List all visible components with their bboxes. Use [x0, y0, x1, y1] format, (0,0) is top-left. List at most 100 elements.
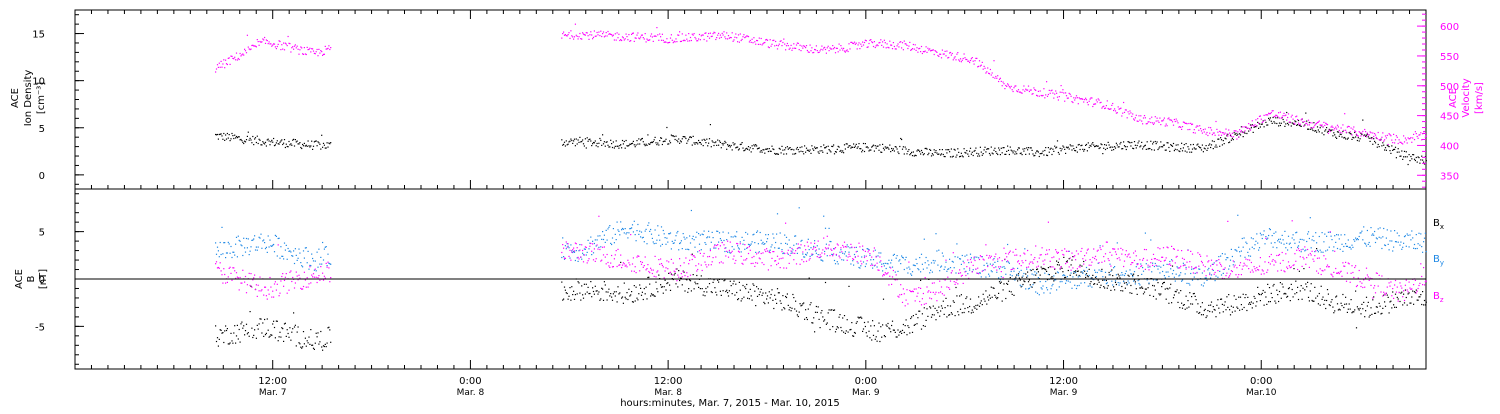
data-point — [864, 39, 866, 41]
data-point — [696, 142, 698, 144]
data-point — [286, 292, 288, 294]
data-point — [959, 258, 962, 260]
data-point — [1298, 123, 1300, 126]
data-point — [567, 34, 569, 36]
data-point — [1280, 242, 1282, 244]
data-point — [1295, 232, 1297, 234]
data-point — [765, 39, 767, 41]
data-point — [1307, 119, 1310, 121]
data-point — [306, 262, 308, 264]
data-point — [319, 279, 321, 281]
data-point — [1143, 115, 1146, 117]
data-point — [653, 35, 655, 37]
data-point — [262, 240, 264, 242]
data-point — [1276, 122, 1278, 125]
data-point — [1173, 118, 1175, 121]
data-point — [314, 260, 316, 262]
data-point — [231, 55, 233, 57]
data-point — [1179, 307, 1181, 309]
data-point — [1038, 257, 1040, 259]
data-point — [1104, 287, 1106, 289]
data-point — [915, 258, 917, 260]
data-point — [1121, 285, 1123, 288]
data-point — [711, 291, 713, 294]
data-point — [805, 309, 807, 311]
data-point — [1086, 270, 1088, 272]
data-point — [806, 252, 808, 254]
data-point — [1011, 268, 1013, 270]
data-point — [1347, 239, 1349, 241]
data-point — [1082, 148, 1084, 150]
data-point — [573, 247, 575, 249]
data-point — [1381, 312, 1383, 314]
data-point — [603, 281, 605, 283]
data-point — [792, 293, 794, 296]
data-point — [966, 296, 968, 298]
data-point — [592, 141, 595, 144]
data-point — [751, 145, 753, 147]
data-point — [1098, 269, 1100, 271]
data-point — [1243, 306, 1245, 309]
data-point — [1364, 128, 1366, 131]
data-point — [792, 153, 794, 155]
data-point — [249, 49, 251, 51]
data-point — [925, 147, 927, 149]
data-point — [791, 49, 793, 51]
data-point — [1296, 231, 1298, 233]
data-point — [633, 144, 635, 146]
data-point — [802, 303, 804, 305]
data-point — [883, 149, 885, 151]
data-point — [650, 33, 653, 35]
data-point — [1024, 248, 1026, 250]
data-point — [796, 248, 798, 250]
data-point — [1068, 250, 1070, 252]
data-point — [1287, 288, 1290, 290]
data-point — [1341, 243, 1343, 245]
data-point — [1116, 144, 1118, 146]
data-point — [687, 276, 689, 278]
data-point — [1342, 293, 1344, 296]
data-point — [721, 242, 723, 244]
data-point — [648, 143, 650, 145]
data-point — [1365, 243, 1367, 245]
data-point — [284, 276, 286, 278]
data-point — [293, 312, 295, 314]
data-point — [1175, 291, 1177, 293]
data-point — [1229, 132, 1231, 134]
data-point — [592, 38, 594, 40]
data-point — [1295, 121, 1297, 123]
data-point — [218, 267, 220, 269]
data-point — [624, 228, 626, 230]
data-point — [736, 231, 738, 233]
data-point — [1285, 123, 1287, 125]
data-point — [1292, 123, 1294, 125]
data-point — [223, 268, 225, 270]
data-point — [562, 33, 564, 35]
data-point — [265, 332, 267, 334]
data-point — [889, 266, 891, 268]
data-point — [309, 264, 311, 266]
data-point — [670, 134, 672, 136]
data-point — [809, 149, 811, 151]
data-point — [733, 144, 735, 146]
data-point — [1266, 124, 1268, 126]
data-point — [1031, 93, 1033, 95]
data-point — [998, 257, 1001, 259]
data-point — [671, 135, 673, 137]
data-point — [323, 53, 325, 55]
data-point — [1021, 154, 1023, 156]
data-point — [905, 319, 907, 321]
data-point — [1248, 303, 1250, 305]
data-point — [647, 134, 649, 136]
data-point — [849, 247, 851, 249]
data-point — [669, 233, 671, 235]
data-point — [1086, 150, 1088, 152]
data-point — [231, 256, 233, 259]
data-point — [852, 260, 854, 262]
data-point — [913, 264, 915, 266]
data-point — [314, 53, 316, 55]
data-point — [837, 263, 839, 265]
data-point — [1188, 282, 1190, 285]
data-point — [1106, 287, 1108, 289]
data-point — [853, 143, 855, 145]
